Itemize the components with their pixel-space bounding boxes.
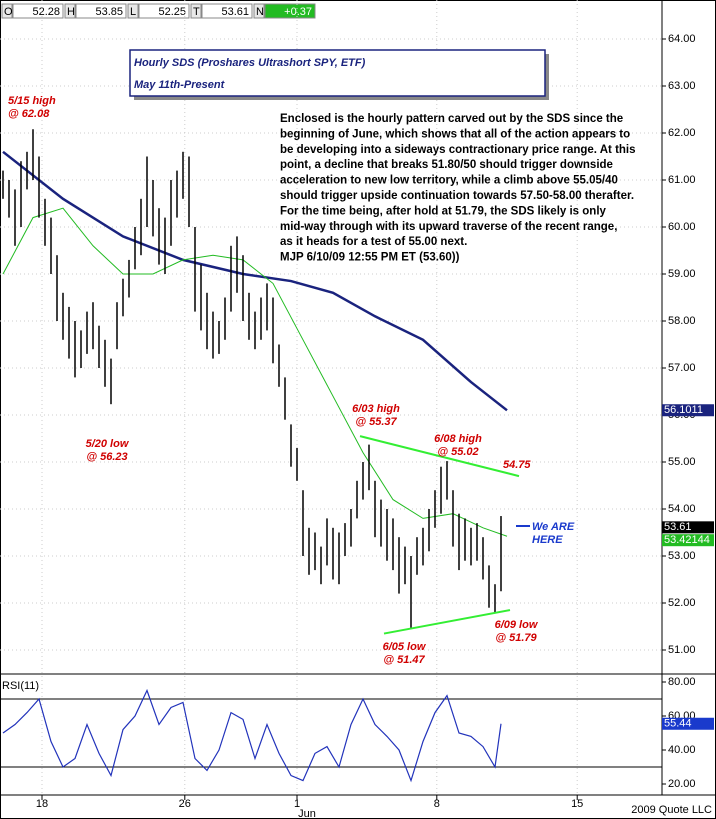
y-tick-label: 51.00 <box>668 644 696 656</box>
header-key-box <box>1 3 13 19</box>
x-tick-label: 18 <box>36 798 48 810</box>
price-marker <box>662 521 714 534</box>
header-key-box <box>190 3 202 19</box>
chart-title: May 11th-Present <box>134 79 226 91</box>
note-line: MJP 6/10/09 12:55 PM ET (53.60)) <box>280 252 460 264</box>
y-tick-label: 53.00 <box>668 550 696 562</box>
y-tick-label: 52.00 <box>668 597 696 609</box>
x-tick-label: 8 <box>434 798 440 810</box>
annotation: 5/20 low <box>86 438 130 450</box>
y-tick-label: 64.00 <box>668 33 696 45</box>
price-marker <box>662 404 714 417</box>
here-label: HERE <box>532 534 563 546</box>
header-value: 53.61 <box>221 6 249 18</box>
header-key: N <box>256 6 264 18</box>
price-marker-label: 53.42144 <box>664 534 710 546</box>
annotation: 6/05 low <box>383 641 427 653</box>
annotation: 5/15 high <box>8 95 56 107</box>
annotation: @ 55.37 <box>355 416 397 428</box>
note-line: mid-way through with its upward traverse… <box>280 221 617 233</box>
note-line: as it heads for a test of 55.00 next. <box>280 236 467 248</box>
note-line: For the time being, after hold at 51.79,… <box>280 205 607 217</box>
copyright: 2009 Quote LLC <box>631 804 712 816</box>
trendline <box>383 609 511 635</box>
rsi-marker <box>662 717 714 730</box>
header-key: O <box>4 6 13 18</box>
header-value: 52.28 <box>32 6 60 18</box>
y-tick-label: 59.00 <box>668 268 696 280</box>
month-label: Jun <box>298 808 316 819</box>
annotation: 6/03 high <box>352 403 400 415</box>
annotation: @ 62.08 <box>8 108 50 120</box>
y-tick-label: 60.00 <box>668 221 696 233</box>
annotation: @ 51.79 <box>495 632 537 644</box>
rsi-label: RSI(11) <box>2 680 39 692</box>
y-tick-label: 63.00 <box>668 80 696 92</box>
x-tick-label: 15 <box>571 798 583 810</box>
note-line: acceleration to new low territory, while… <box>280 175 618 187</box>
header-value-box <box>75 3 127 19</box>
note-line: point, a decline that breaks 51.80/50 sh… <box>280 159 613 171</box>
y-tick-label: 80.00 <box>668 676 696 688</box>
price-marker-label: 53.61 <box>664 521 692 533</box>
trendline <box>359 435 520 478</box>
annotation: 6/08 high <box>434 433 482 445</box>
header-key: T <box>193 6 200 18</box>
header-key: H <box>67 6 75 18</box>
y-tick-label: 40.00 <box>668 744 696 756</box>
header-value-box <box>264 3 316 19</box>
annotation: 6/09 low <box>495 619 539 631</box>
y-tick-label: 61.00 <box>668 174 696 186</box>
header-key-box <box>64 3 76 19</box>
rsi-line <box>2 688 502 783</box>
y-tick-label: 58.00 <box>668 315 696 327</box>
y-tick-label: 55.00 <box>668 456 696 468</box>
header-value: 53.85 <box>95 6 123 18</box>
y-tick-label: 62.00 <box>668 127 696 139</box>
title-box <box>129 49 546 97</box>
moving-average <box>2 150 508 412</box>
annotation: @ 55.02 <box>437 446 478 458</box>
price-marker <box>662 534 714 547</box>
chart-title: Hourly SDS (Proshares Ultrashort SPY, ET… <box>134 57 366 69</box>
header-key-box <box>253 3 265 19</box>
header-key-box <box>127 3 139 19</box>
x-tick-label: 26 <box>179 798 191 810</box>
note-line: should trigger upside continuation towar… <box>280 190 634 202</box>
header-value-box <box>201 3 253 19</box>
header-value: 52.25 <box>158 6 186 18</box>
annotation: @ 56.23 <box>86 451 127 463</box>
y-tick-label: 54.00 <box>668 503 696 515</box>
header-value-box <box>138 3 190 19</box>
note-line: Enclosed is the hourly pattern carved ou… <box>280 113 623 125</box>
price-marker-label: 56.1011 <box>664 404 703 416</box>
x-tick-label: 1 <box>294 798 300 810</box>
note-line: be developing into a sideways contractio… <box>280 144 636 156</box>
header-value: +0.37 <box>284 6 312 18</box>
y-tick-label: 20.00 <box>668 778 696 790</box>
header-value-box <box>12 3 64 19</box>
annotation: 54.75 <box>503 459 531 471</box>
rsi-marker-label: 55.44 <box>664 718 692 730</box>
y-tick-label: 57.00 <box>668 362 696 374</box>
moving-average <box>2 207 508 537</box>
here-label: We ARE <box>532 521 575 533</box>
header-key: L <box>130 6 136 18</box>
note-line: beginning of June, which shows that all … <box>280 128 630 140</box>
annotation: @ 51.47 <box>383 654 425 666</box>
